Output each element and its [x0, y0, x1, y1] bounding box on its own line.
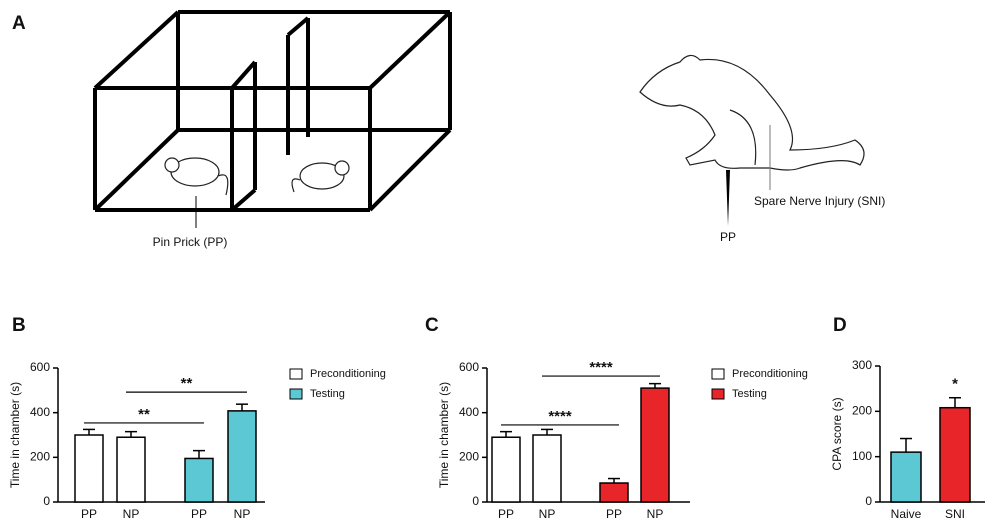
x-tick-label: PP [606, 507, 622, 521]
y-tick-label: 200 [852, 404, 872, 418]
x-tick-label: PP [498, 507, 514, 521]
panel-label: C [425, 315, 439, 336]
bar [640, 387, 670, 503]
y-tick-label: 200 [459, 450, 479, 464]
x-tick-label: PP [81, 507, 97, 521]
bar [116, 436, 146, 503]
bar [74, 434, 104, 503]
bar [599, 482, 629, 503]
y-tick-label: 400 [30, 405, 50, 419]
legend-swatch [711, 388, 725, 400]
legend-label: Testing [310, 388, 345, 400]
y-axis-label: CPA score (s) [830, 397, 844, 470]
bar [890, 451, 922, 503]
bar [491, 436, 521, 503]
bar [532, 434, 562, 503]
panel-label: A [12, 13, 26, 34]
bar [227, 410, 257, 503]
y-tick-label: 200 [30, 450, 50, 464]
significance-label: ** [138, 406, 150, 423]
x-tick-label: Naive [891, 507, 922, 521]
legend-swatch [289, 388, 303, 400]
y-axis-label: Time in chamber (s) [8, 382, 22, 488]
y-tick-label: 0 [865, 494, 872, 508]
panel-label: B [12, 315, 26, 336]
legend-label: Testing [732, 388, 767, 400]
x-tick-label: SNI [945, 507, 965, 521]
x-tick-label: NP [234, 507, 251, 521]
significance-label: **** [589, 359, 613, 376]
legend-label: Preconditioning [732, 368, 808, 380]
x-tick-label: PP [191, 507, 207, 521]
significance-label: ** [181, 375, 193, 392]
legend-swatch [289, 368, 303, 380]
significance-label: * [952, 375, 958, 392]
caption: Pin Prick (PP) [153, 235, 228, 249]
bar [184, 457, 214, 503]
significance-label: **** [548, 408, 572, 425]
bar [939, 406, 971, 503]
y-tick-label: 0 [472, 494, 479, 508]
y-tick-label: 600 [30, 360, 50, 374]
y-tick-label: 0 [43, 494, 50, 508]
mouse-right [291, 160, 350, 193]
x-tick-label: NP [539, 507, 556, 521]
mouse-left [164, 157, 229, 196]
legend-swatch [711, 368, 725, 380]
caption: PP [720, 230, 736, 244]
y-axis-label: Time in chamber (s) [437, 382, 451, 488]
panel-label: D [833, 315, 847, 336]
x-tick-label: NP [647, 507, 664, 521]
y-tick-label: 100 [852, 449, 872, 463]
chamber-diagram [93, 10, 452, 212]
pin-marker [726, 170, 730, 226]
rat-drawing [639, 54, 865, 171]
y-tick-label: 400 [459, 405, 479, 419]
x-tick-label: NP [123, 507, 140, 521]
y-tick-label: 600 [459, 360, 479, 374]
caption: Spare Nerve Injury (SNI) [754, 194, 885, 208]
y-tick-label: 300 [852, 358, 872, 372]
legend-label: Preconditioning [310, 368, 386, 380]
